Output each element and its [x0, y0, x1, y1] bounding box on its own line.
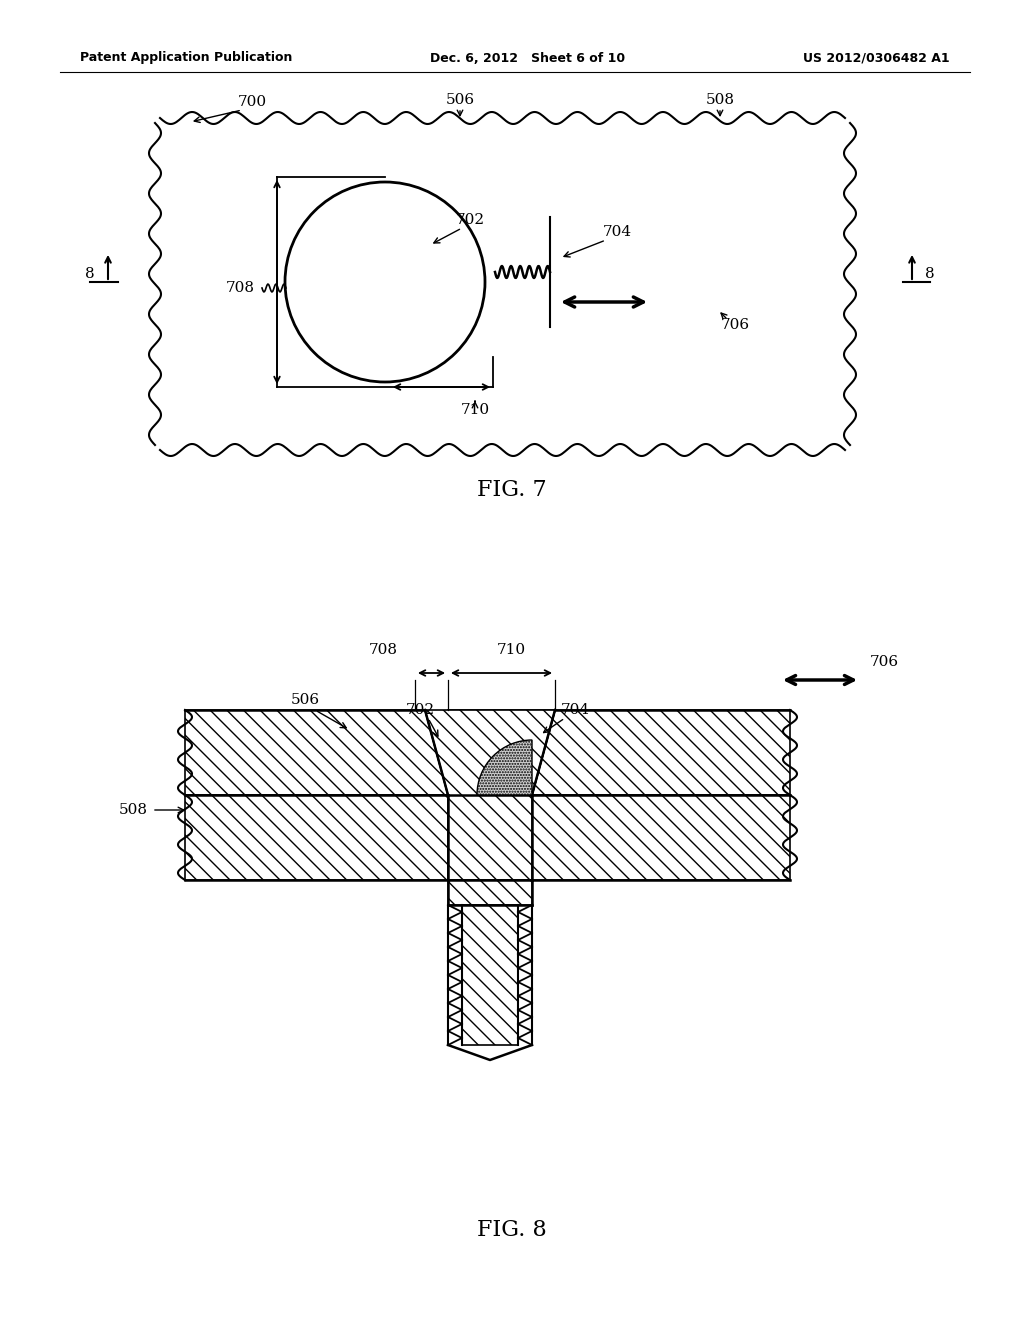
Text: 508: 508	[706, 92, 734, 107]
Text: US 2012/0306482 A1: US 2012/0306482 A1	[804, 51, 950, 65]
Polygon shape	[185, 710, 449, 795]
Text: 506: 506	[291, 693, 319, 708]
Wedge shape	[477, 741, 532, 795]
Text: 706: 706	[721, 318, 750, 333]
Text: 702: 702	[456, 213, 484, 227]
Text: 708: 708	[369, 643, 397, 657]
Polygon shape	[449, 710, 555, 880]
Text: 702: 702	[406, 704, 434, 717]
Text: 706: 706	[870, 655, 899, 669]
Text: 700: 700	[238, 95, 266, 110]
Polygon shape	[425, 710, 555, 880]
Text: Patent Application Publication: Patent Application Publication	[80, 51, 293, 65]
Text: 710: 710	[497, 643, 525, 657]
Polygon shape	[449, 880, 532, 906]
Text: 8: 8	[85, 267, 95, 281]
Text: 508: 508	[119, 803, 148, 817]
Polygon shape	[185, 795, 449, 880]
Text: 8: 8	[926, 267, 935, 281]
Polygon shape	[532, 710, 790, 795]
Polygon shape	[532, 795, 790, 880]
Text: 710: 710	[461, 403, 489, 417]
Text: 704: 704	[560, 704, 590, 717]
Text: 506: 506	[445, 92, 474, 107]
Text: FIG. 7: FIG. 7	[477, 479, 547, 502]
Text: FIG. 8: FIG. 8	[477, 1218, 547, 1241]
Polygon shape	[462, 906, 518, 1045]
Text: 708: 708	[225, 281, 255, 294]
Text: 704: 704	[602, 224, 632, 239]
Text: Dec. 6, 2012   Sheet 6 of 10: Dec. 6, 2012 Sheet 6 of 10	[430, 51, 625, 65]
